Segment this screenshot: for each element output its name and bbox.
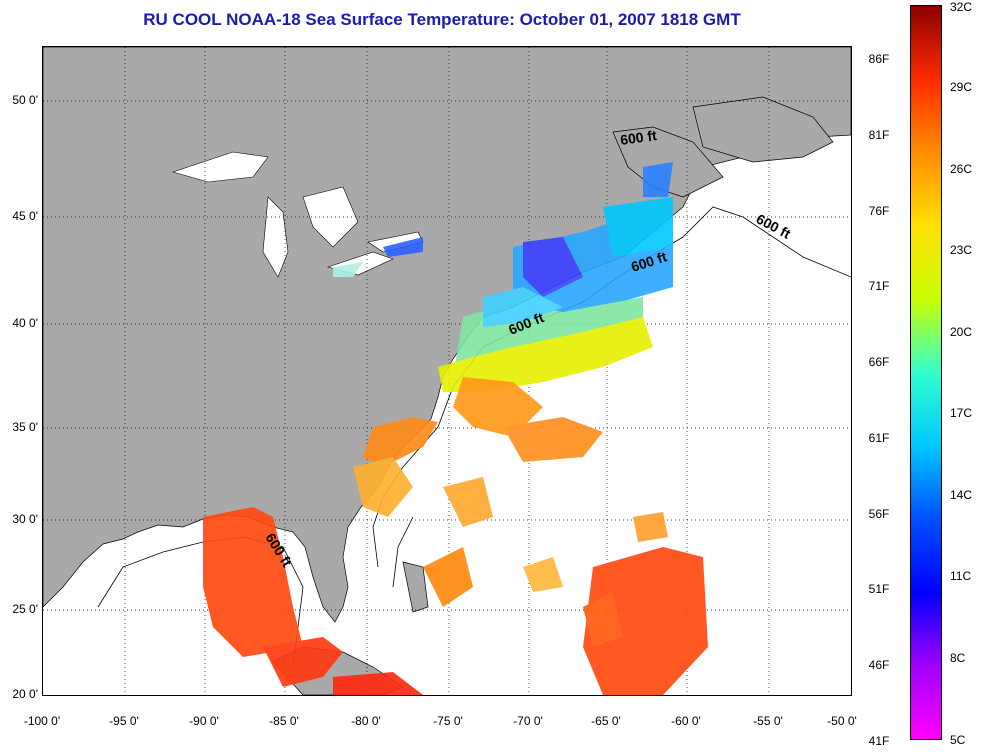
lat-tick-label: 40 0' bbox=[12, 316, 38, 330]
colorbar-f-label: 46F bbox=[868, 658, 890, 672]
colorbar-f-label: 76F bbox=[868, 204, 890, 218]
sst-warm-patches bbox=[203, 377, 708, 695]
colorbar-c-label: 14C bbox=[950, 488, 973, 502]
colorbar-f-label: 56F bbox=[868, 507, 890, 521]
colorbar-f-label: 41F bbox=[868, 734, 890, 748]
lat-tick-label: 35 0' bbox=[12, 420, 38, 434]
great-lakes bbox=[171, 151, 424, 278]
colorbar-c-label: 17C bbox=[950, 406, 973, 420]
contour-label: 600 ft bbox=[619, 127, 658, 148]
lat-tick-label: 25 0' bbox=[12, 602, 38, 616]
lon-tick-label: -95 0' bbox=[109, 714, 139, 728]
colorbar-c-label: 5C bbox=[950, 733, 966, 747]
lon-tick-label: -50 0' bbox=[827, 714, 857, 728]
map-canvas: 600 ft 600 ft 600 ft 600 ft 600 ft bbox=[43, 47, 851, 695]
lon-tick-label: -80 0' bbox=[351, 714, 381, 728]
colorbar-c-label: 29C bbox=[950, 80, 973, 94]
lon-tick-label: -60 0' bbox=[671, 714, 701, 728]
lon-tick-label: -85 0' bbox=[269, 714, 299, 728]
colorbar-c-label: 32C bbox=[950, 0, 973, 14]
colorbar-c-label: 11C bbox=[950, 569, 972, 583]
colorbar-f-label: 86F bbox=[868, 52, 890, 66]
lon-tick-label: -65 0' bbox=[591, 714, 621, 728]
temperature-colorbar bbox=[910, 5, 942, 740]
lon-tick-label: -75 0' bbox=[433, 714, 463, 728]
colorbar-c-label: 8C bbox=[950, 651, 966, 665]
sst-map: 600 ft 600 ft 600 ft 600 ft 600 ft bbox=[42, 46, 852, 696]
lat-tick-label: 30 0' bbox=[12, 512, 38, 526]
sst-cool-band bbox=[333, 162, 673, 392]
lat-tick-label: 20 0' bbox=[12, 687, 38, 701]
lat-tick-label: 45 0' bbox=[12, 209, 38, 223]
lon-tick-label: -100 0' bbox=[23, 714, 61, 728]
lon-tick-label: -70 0' bbox=[513, 714, 543, 728]
colorbar-f-label: 81F bbox=[868, 128, 890, 142]
lon-tick-label: -90 0' bbox=[189, 714, 219, 728]
map-title: RU COOL NOAA-18 Sea Surface Temperature:… bbox=[143, 10, 741, 29]
colorbar-f-label: 61F bbox=[868, 431, 890, 445]
colorbar-f-label: 66F bbox=[868, 355, 890, 369]
lon-tick-label: -55 0' bbox=[753, 714, 783, 728]
colorbar-c-label: 26C bbox=[950, 162, 973, 176]
colorbar-c-label: 20C bbox=[950, 325, 973, 339]
lat-tick-label: 50 0' bbox=[12, 93, 38, 107]
colorbar-c-label: 23C bbox=[950, 243, 973, 257]
colorbar-f-label: 71F bbox=[868, 279, 890, 293]
colorbar-f-label: 51F bbox=[868, 582, 890, 596]
